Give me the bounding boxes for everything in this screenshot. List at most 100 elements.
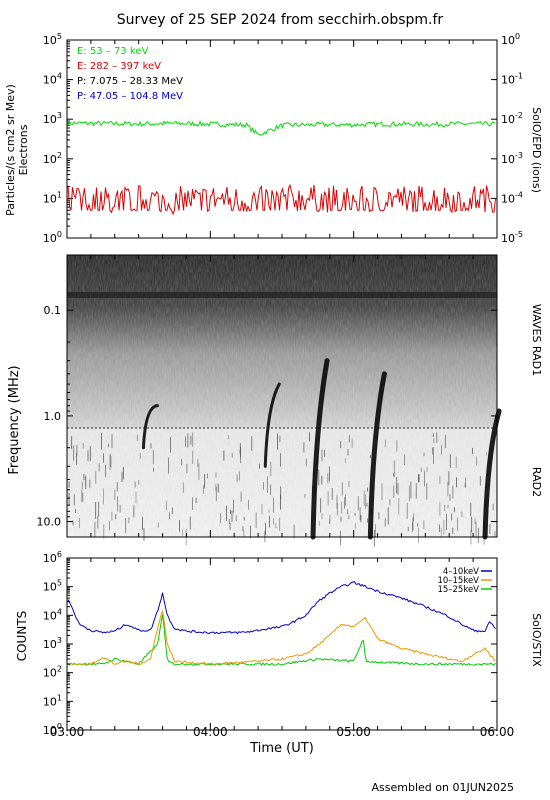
stix-tick-label: 105 bbox=[43, 579, 62, 594]
stix-series-group bbox=[67, 581, 496, 666]
waves-specks-group bbox=[68, 432, 496, 547]
stix-series-line bbox=[67, 610, 496, 666]
waves-axis-ticks: 0.1 1.0 10.0 bbox=[37, 304, 497, 529]
epd-left-tick-label-exp: 0 bbox=[57, 230, 62, 239]
stix-tick-label-exp: 2 bbox=[57, 665, 62, 674]
waves-tick-label: 0.1 bbox=[44, 304, 62, 317]
epd-left-tick-label-base: 10 bbox=[43, 192, 57, 205]
chart-title: Survey of 25 SEP 2024 from secchirh.obsp… bbox=[117, 12, 444, 28]
epd-right-tick-label: 10-5 bbox=[501, 230, 523, 245]
epd-ylabel-line1: Particles/(s cm2 sr Mev) bbox=[4, 84, 17, 216]
epd-left-tick-label-exp: 1 bbox=[57, 190, 62, 199]
stix-right-label: SolO/STIX bbox=[530, 613, 543, 667]
epd-right-tick-label: 10-4 bbox=[501, 190, 523, 205]
epd-left-tick-label: 104 bbox=[43, 72, 62, 87]
stix-tick-label-base: 10 bbox=[43, 695, 57, 708]
epd-right-tick-label-base: 10 bbox=[501, 192, 515, 205]
epd-right-tick-label-base: 10 bbox=[501, 232, 515, 245]
epd-left-tick-label-exp: 3 bbox=[57, 111, 62, 120]
epd-right-tick-label-exp: -3 bbox=[515, 151, 523, 160]
x-tick-label: 05:00 bbox=[336, 725, 371, 739]
stix-legend-entry: 4–10keV bbox=[443, 567, 479, 577]
stix-tick-label: 101 bbox=[43, 693, 62, 708]
epd-right-tick-label-exp: -1 bbox=[515, 72, 523, 81]
epd-right-tick-label: 100 bbox=[501, 32, 520, 47]
waves-rad1-label: WAVES RAD1 bbox=[530, 304, 543, 376]
stix-tick-label: 106 bbox=[43, 550, 62, 565]
epd-right-tick-label: 10-1 bbox=[501, 72, 523, 87]
stix-tick-label-exp: 3 bbox=[57, 636, 62, 645]
epd-ylabel-line2: Electrons bbox=[17, 124, 30, 175]
stix-series-line bbox=[67, 614, 496, 666]
epd-left-tick-label: 103 bbox=[43, 111, 62, 126]
epd-right-tick-label: 10-2 bbox=[501, 111, 523, 126]
stix-tick-label-exp: 4 bbox=[57, 607, 62, 616]
stix-tick-label: 102 bbox=[43, 665, 62, 680]
waves-radio-burst bbox=[310, 358, 330, 540]
epd-left-tick-label: 100 bbox=[43, 230, 62, 245]
epd-left-tick-label: 101 bbox=[43, 190, 62, 205]
epd-left-tick-label: 102 bbox=[43, 151, 62, 166]
epd-left-tick-label-base: 10 bbox=[43, 34, 57, 47]
epd-right-tick-label-base: 10 bbox=[501, 113, 515, 126]
stix-tick-label-base: 10 bbox=[43, 667, 57, 680]
stix-tick-label-exp: 5 bbox=[57, 579, 62, 588]
epd-left-tick-label-base: 10 bbox=[43, 232, 57, 245]
waves-rad2-label: RAD2 bbox=[530, 467, 543, 497]
stix-tick-label-base: 10 bbox=[43, 552, 57, 565]
x-tick-label: 04:00 bbox=[193, 725, 228, 739]
epd-left-tick-label-base: 10 bbox=[43, 113, 57, 126]
epd-left-tick-label: 105 bbox=[43, 32, 62, 47]
epd-right-label: SolO/EPD (ions) bbox=[530, 107, 543, 193]
epd-right-tick-label-base: 10 bbox=[501, 153, 515, 166]
epd-series-group bbox=[67, 119, 496, 216]
epd-left-tick-label-exp: 5 bbox=[57, 32, 62, 41]
epd-series-line bbox=[67, 183, 496, 216]
waves-rad2-region bbox=[67, 428, 497, 537]
epd-legend-entry: E: 53 – 73 keV bbox=[77, 46, 148, 57]
x-tick-label: 03:00 bbox=[50, 725, 85, 739]
epd-legend-entry: P: 47.05 – 104.8 MeV bbox=[77, 91, 183, 102]
epd-legend-entry: E: 282 – 397 keV bbox=[77, 61, 161, 72]
x-axis-ticks: 03:00 04:00 05:00 06:00 bbox=[50, 40, 515, 739]
epd-right-tick-label-exp: -2 bbox=[515, 111, 523, 120]
epd-series-line bbox=[67, 119, 496, 136]
epd-right-tick-label-exp: -4 bbox=[515, 190, 523, 199]
waves-radio-burst bbox=[263, 382, 281, 468]
stix-tick-label-base: 10 bbox=[43, 609, 57, 622]
waves-tick-label: 10.0 bbox=[37, 516, 62, 529]
stix-tick-label-exp: 6 bbox=[57, 550, 62, 559]
stix-ylabel: COUNTS bbox=[15, 611, 29, 662]
waves-ylabel: Frequency (MHz) bbox=[7, 365, 22, 474]
epd-left-tick-label-base: 10 bbox=[43, 153, 57, 166]
stix-legend-entry: 10–15keV bbox=[437, 576, 479, 586]
stix-tick-label: 100 bbox=[43, 722, 62, 737]
epd-right-tick-label: 10-3 bbox=[501, 151, 523, 166]
footer-assembled: Assembled on 01JUN2025 bbox=[372, 781, 514, 794]
waves-radio-burst bbox=[367, 371, 387, 540]
stix-tick-label-base: 10 bbox=[43, 638, 57, 651]
epd-right-tick-label-base: 10 bbox=[501, 34, 515, 47]
waves-tick-label: 1.0 bbox=[44, 410, 62, 423]
x-axis-label: Time (UT) bbox=[249, 741, 314, 756]
x-tick-label: 06:00 bbox=[480, 725, 515, 739]
stix-plot-frame bbox=[66, 557, 498, 731]
stix-tick-label-base: 10 bbox=[43, 724, 57, 737]
stix-legend-entry: 15–25keV bbox=[437, 585, 479, 595]
waves-panel: 0.1 1.0 10.0 Frequency (MHz) WAVES RAD1 RA… bbox=[7, 254, 543, 547]
epd-left-tick-label-base: 10 bbox=[43, 74, 57, 87]
epd-left-tick-label-exp: 4 bbox=[57, 72, 62, 81]
waves-radio-burst bbox=[141, 404, 159, 450]
stix-tick-label: 104 bbox=[43, 607, 62, 622]
epd-right-tick-label-exp: -5 bbox=[515, 230, 523, 239]
stix-tick-label-base: 10 bbox=[43, 581, 57, 594]
epd-right-tick-label-exp: 0 bbox=[515, 32, 520, 41]
epd-legend: E: 53 – 73 keV E: 282 – 397 keV P: 7.075 –… bbox=[77, 46, 183, 102]
epd-axis-ticks: 10510410310210110010010-110-210-310-410-… bbox=[43, 32, 523, 245]
epd-panel: 10510410310210110010010-110-210-310-410-… bbox=[4, 32, 543, 245]
stix-tick-label: 103 bbox=[43, 636, 62, 651]
stix-tick-label-exp: 0 bbox=[57, 722, 62, 731]
stix-series-line bbox=[67, 581, 496, 635]
